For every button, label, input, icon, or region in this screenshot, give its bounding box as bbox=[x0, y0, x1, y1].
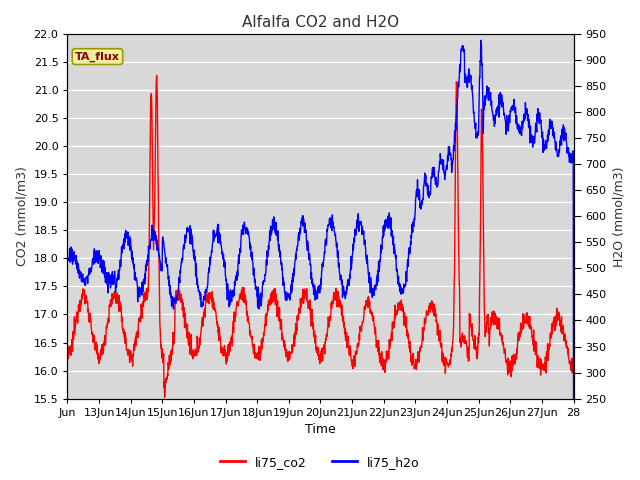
Legend: li75_co2, li75_h2o: li75_co2, li75_h2o bbox=[215, 451, 425, 474]
Y-axis label: CO2 (mmol/m3): CO2 (mmol/m3) bbox=[15, 167, 28, 266]
Text: TA_flux: TA_flux bbox=[75, 51, 120, 62]
Title: Alfalfa CO2 and H2O: Alfalfa CO2 and H2O bbox=[242, 15, 399, 30]
Y-axis label: H2O (mmol/m3): H2O (mmol/m3) bbox=[612, 166, 625, 266]
X-axis label: Time: Time bbox=[305, 423, 336, 436]
